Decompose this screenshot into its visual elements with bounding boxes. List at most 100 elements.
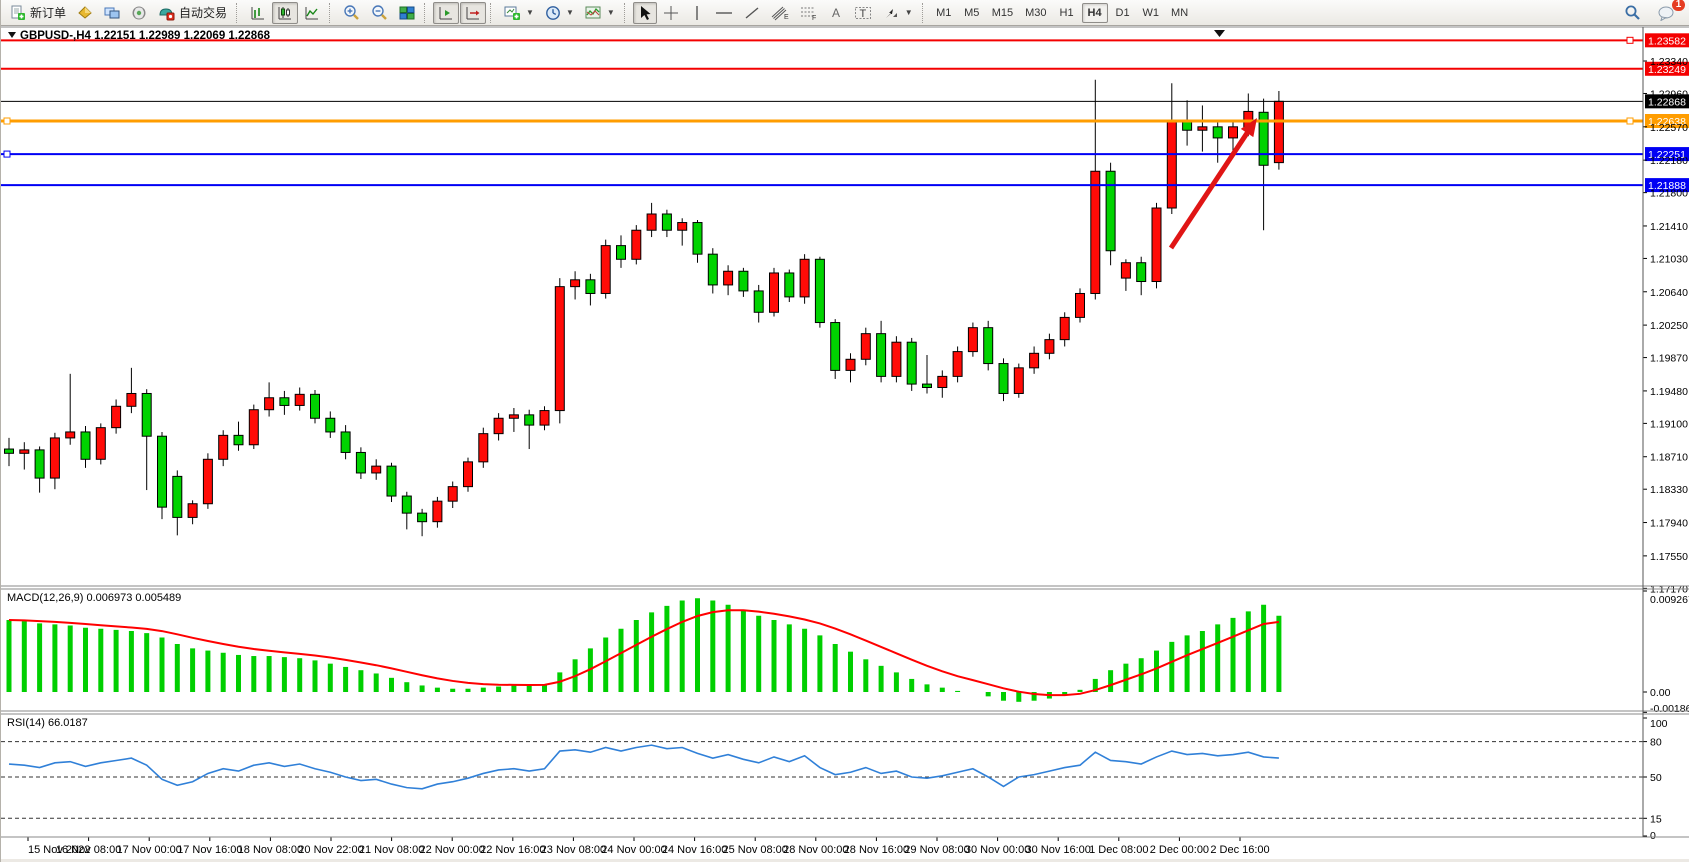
macd-axis-label: 0.00	[1650, 687, 1671, 699]
signals-button[interactable]	[126, 2, 152, 24]
line-chart-button[interactable]	[299, 2, 325, 24]
price-line-badge: 1.21888	[1645, 178, 1689, 193]
bullish-candle-body	[677, 222, 688, 231]
search-button[interactable]	[1619, 2, 1646, 24]
macd-axis-label: -0.001865	[1650, 703, 1689, 715]
auto-trading-icon	[159, 7, 175, 20]
badge-box	[1645, 178, 1689, 193]
new-order-button[interactable]: 新订单	[5, 2, 71, 24]
indicators-button[interactable]: ▼	[580, 2, 620, 24]
candle-chart-button[interactable]	[272, 1, 299, 24]
navigator-button[interactable]	[72, 2, 98, 24]
arrow-head-icon	[1240, 118, 1257, 138]
zoom-in-button[interactable]	[338, 2, 365, 24]
equidistant-channel-tool-button[interactable]: E	[766, 2, 794, 24]
periods-button[interactable]: ▼	[540, 2, 579, 24]
bearish-candle-body	[983, 327, 994, 365]
badge-price-label: 1.22868	[1648, 96, 1686, 108]
shift-end-button[interactable]	[433, 1, 460, 24]
price-axis[interactable]: 1.23582 1.23249 1.22868 1.22638 1.22251 1.218…	[1643, 33, 1689, 842]
timeframe-M30[interactable]: M30	[1025, 6, 1047, 19]
chart-title: GBPUSD-,H4 1.22151 1.22989 1.22069 1.228…	[20, 30, 271, 42]
badge-price-label: 1.23582	[1648, 35, 1686, 47]
candle	[631, 225, 642, 265]
time-axis-label: 16 Nov 08:00	[56, 844, 121, 856]
line-handle[interactable]	[1626, 117, 1634, 125]
candle	[1136, 256, 1147, 296]
bullish-candle-body	[1166, 121, 1177, 209]
timeframe-M1[interactable]: M1	[936, 6, 952, 19]
bullish-candle-body	[967, 327, 978, 353]
timeframe-W1[interactable]: W1	[1142, 6, 1160, 19]
cursor-tool-button[interactable]	[632, 1, 657, 24]
tile-windows-button[interactable]	[394, 2, 420, 24]
candle	[1197, 105, 1208, 152]
timeframe-H4[interactable]: H4	[1081, 2, 1108, 23]
candle	[126, 367, 137, 414]
bar-chart-icon	[251, 6, 265, 19]
candle	[814, 256, 825, 328]
market-watch-button[interactable]	[99, 2, 125, 24]
notification-count-badge: 1	[1672, 0, 1685, 11]
trend-line-tool-button[interactable]	[739, 2, 765, 24]
bearish-candle-body	[1258, 111, 1269, 166]
bearish-candle-body	[310, 393, 320, 419]
bullish-candle-body	[1228, 126, 1238, 139]
chart-canvas[interactable]: GBPUSD-,H4 1.22151 1.22989 1.22069 1.228…	[1, 26, 1689, 862]
bullish-candle-body	[493, 417, 504, 435]
chart-background	[1, 26, 1689, 862]
timeframe-H1[interactable]: H1	[1059, 6, 1074, 19]
horizontal-line-tool-button[interactable]	[710, 2, 738, 24]
vertical-line-icon	[696, 5, 698, 20]
price-axis-label: 1.17550	[1650, 551, 1688, 563]
bullish-candle-body	[1120, 262, 1131, 279]
timeframe-M15[interactable]: M15	[991, 6, 1014, 19]
candle	[799, 254, 810, 304]
bearish-candle-body	[141, 392, 152, 437]
line-handle[interactable]	[3, 150, 11, 158]
candle	[157, 431, 167, 520]
clock-icon	[546, 5, 560, 20]
chart-shift-marker-icon[interactable]	[1214, 30, 1225, 37]
timeframe-MN[interactable]: MN	[1171, 6, 1189, 19]
fibonacci-tool-button[interactable]: F	[795, 2, 823, 24]
bar-chart-button[interactable]	[245, 2, 271, 24]
price-axis-label: 1.22570	[1650, 122, 1688, 134]
candle	[218, 430, 229, 467]
bearish-candle-body	[34, 449, 45, 479]
candle	[264, 382, 275, 417]
bullish-candle-body	[1197, 126, 1208, 131]
time-axis-label: 28 Nov 16:00	[844, 844, 909, 856]
candle	[172, 470, 183, 536]
line-handle[interactable]	[3, 117, 11, 125]
text-tool-button[interactable]: A	[824, 2, 848, 24]
text-label-tool-button[interactable]: T	[849, 2, 877, 24]
line-handle[interactable]	[1626, 36, 1634, 44]
zoom-out-button[interactable]	[366, 2, 393, 24]
timeframe-M5[interactable]: M5	[964, 6, 980, 19]
bullish-candle-body	[463, 461, 473, 488]
new-chart-button[interactable]: ▼	[499, 2, 539, 24]
bullish-candle-body	[1090, 170, 1101, 294]
candle	[1151, 202, 1162, 289]
price-axis-label: 1.19100	[1650, 418, 1688, 430]
price-axis-label: 1.20250	[1650, 320, 1688, 332]
arrows-tool-button[interactable]: ▼	[878, 2, 918, 24]
trend-arrow[interactable]	[1168, 118, 1257, 250]
timeframe-D1[interactable]: D1	[1115, 6, 1130, 19]
horizontal-line-icon	[715, 11, 732, 14]
auto-scroll-icon	[466, 6, 480, 19]
vertical-line-tool-button[interactable]	[685, 2, 709, 24]
time-axis-label: 24 Nov 00:00	[601, 844, 666, 856]
candle	[65, 373, 76, 445]
crosshair-tool-button[interactable]	[658, 2, 684, 24]
candle	[80, 425, 91, 468]
notifications-button[interactable]: 1	[1652, 0, 1685, 24]
auto-trading-button[interactable]: 自动交易	[153, 2, 232, 24]
bottom-strip	[1, 859, 1689, 862]
candle	[248, 404, 259, 450]
main-price-panel: GBPUSD-,H4 1.22151 1.22989 1.22069 1.228…	[1, 30, 1643, 537]
auto-scroll-button[interactable]	[460, 1, 487, 24]
navigator-icon	[78, 5, 92, 19]
